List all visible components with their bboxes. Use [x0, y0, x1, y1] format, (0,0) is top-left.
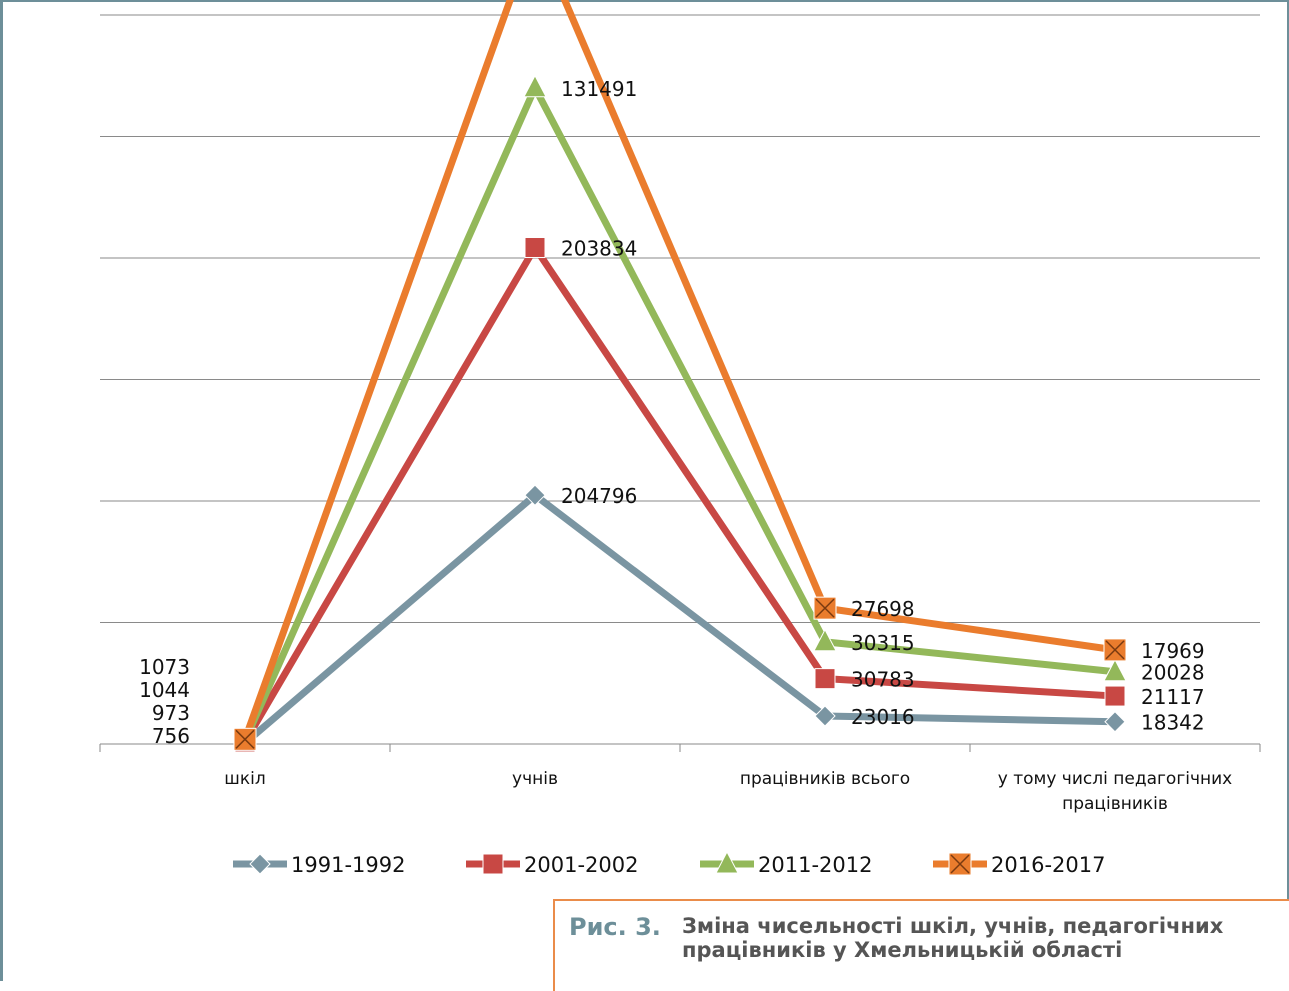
data-label: 973 [152, 701, 190, 725]
series-line-2001-2002 [241, 240, 1116, 744]
data-point [523, 74, 547, 98]
data-label: 21117 [1141, 685, 1205, 709]
data-label: 18342 [1141, 711, 1205, 735]
data-label: 20028 [1141, 661, 1205, 685]
category-label: працівників всього [740, 769, 910, 789]
legend-label: 1991-1992 [291, 853, 405, 877]
legend-marker [482, 853, 504, 875]
data-point [814, 705, 836, 727]
caption-text: Зміна чисельності шкіл, учнів, педагогіч… [682, 914, 1224, 962]
legend-marker-cross [950, 854, 970, 874]
legend-marker [715, 850, 739, 874]
data-label: 204796 [561, 484, 637, 508]
series-line-2016-2017 [241, 0, 1116, 741]
data-label: 203834 [561, 237, 637, 261]
data-point [1104, 685, 1126, 707]
data-label: 30315 [851, 631, 915, 655]
data-label: 23016 [851, 705, 915, 729]
category-label: у тому числі педагогічних працівників [998, 769, 1233, 814]
data-label: 1073 [139, 655, 190, 679]
legend-label: 2016-2017 [991, 853, 1105, 877]
series-line-1991-1992 [242, 490, 1116, 746]
legend-marker [249, 853, 271, 875]
figure-caption: Рис. 3. Зміна чисельності шкіл, учнів, п… [553, 899, 1289, 991]
data-label: 756 [152, 724, 190, 748]
series-line-2011-2012 [241, 79, 1116, 743]
data-point [813, 628, 837, 652]
data-point [814, 668, 836, 690]
data-point [1103, 658, 1127, 682]
data-label: 1044 [139, 678, 190, 702]
data-point-cross [235, 729, 255, 749]
data-point [1104, 711, 1126, 733]
legend-label: 2011-2012 [758, 853, 872, 877]
data-point-cross [815, 598, 835, 618]
legend-label: 2001-2002 [524, 853, 638, 877]
category-label: шкіл [224, 769, 265, 789]
data-label: 17969 [1141, 639, 1205, 663]
category-label: учнів [512, 769, 558, 789]
data-label: 30783 [851, 668, 915, 692]
data-label: 27698 [851, 597, 915, 621]
data-label: 131491 [561, 77, 637, 101]
data-point-cross [1105, 640, 1125, 660]
data-point [524, 484, 546, 506]
line-chart: шкіл учнів працівників всього у тому числі … [99, 0, 1261, 877]
caption-number: Рис. 3. [569, 913, 661, 941]
data-point [524, 237, 546, 259]
